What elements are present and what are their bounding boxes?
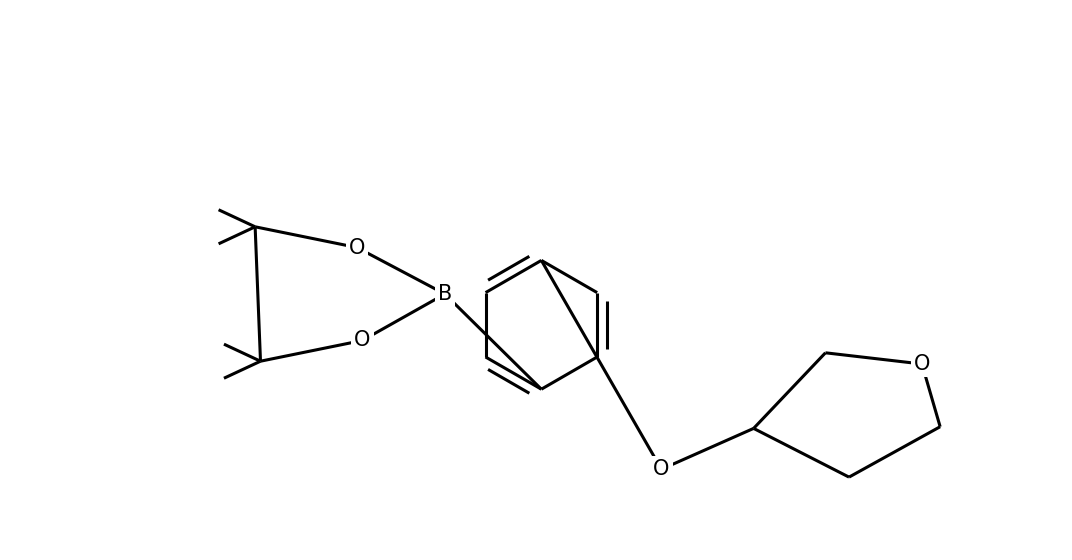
Text: O: O <box>348 237 366 258</box>
Text: B: B <box>437 284 452 304</box>
Text: O: O <box>913 354 930 374</box>
Text: O: O <box>653 459 670 479</box>
Text: O: O <box>354 330 371 351</box>
